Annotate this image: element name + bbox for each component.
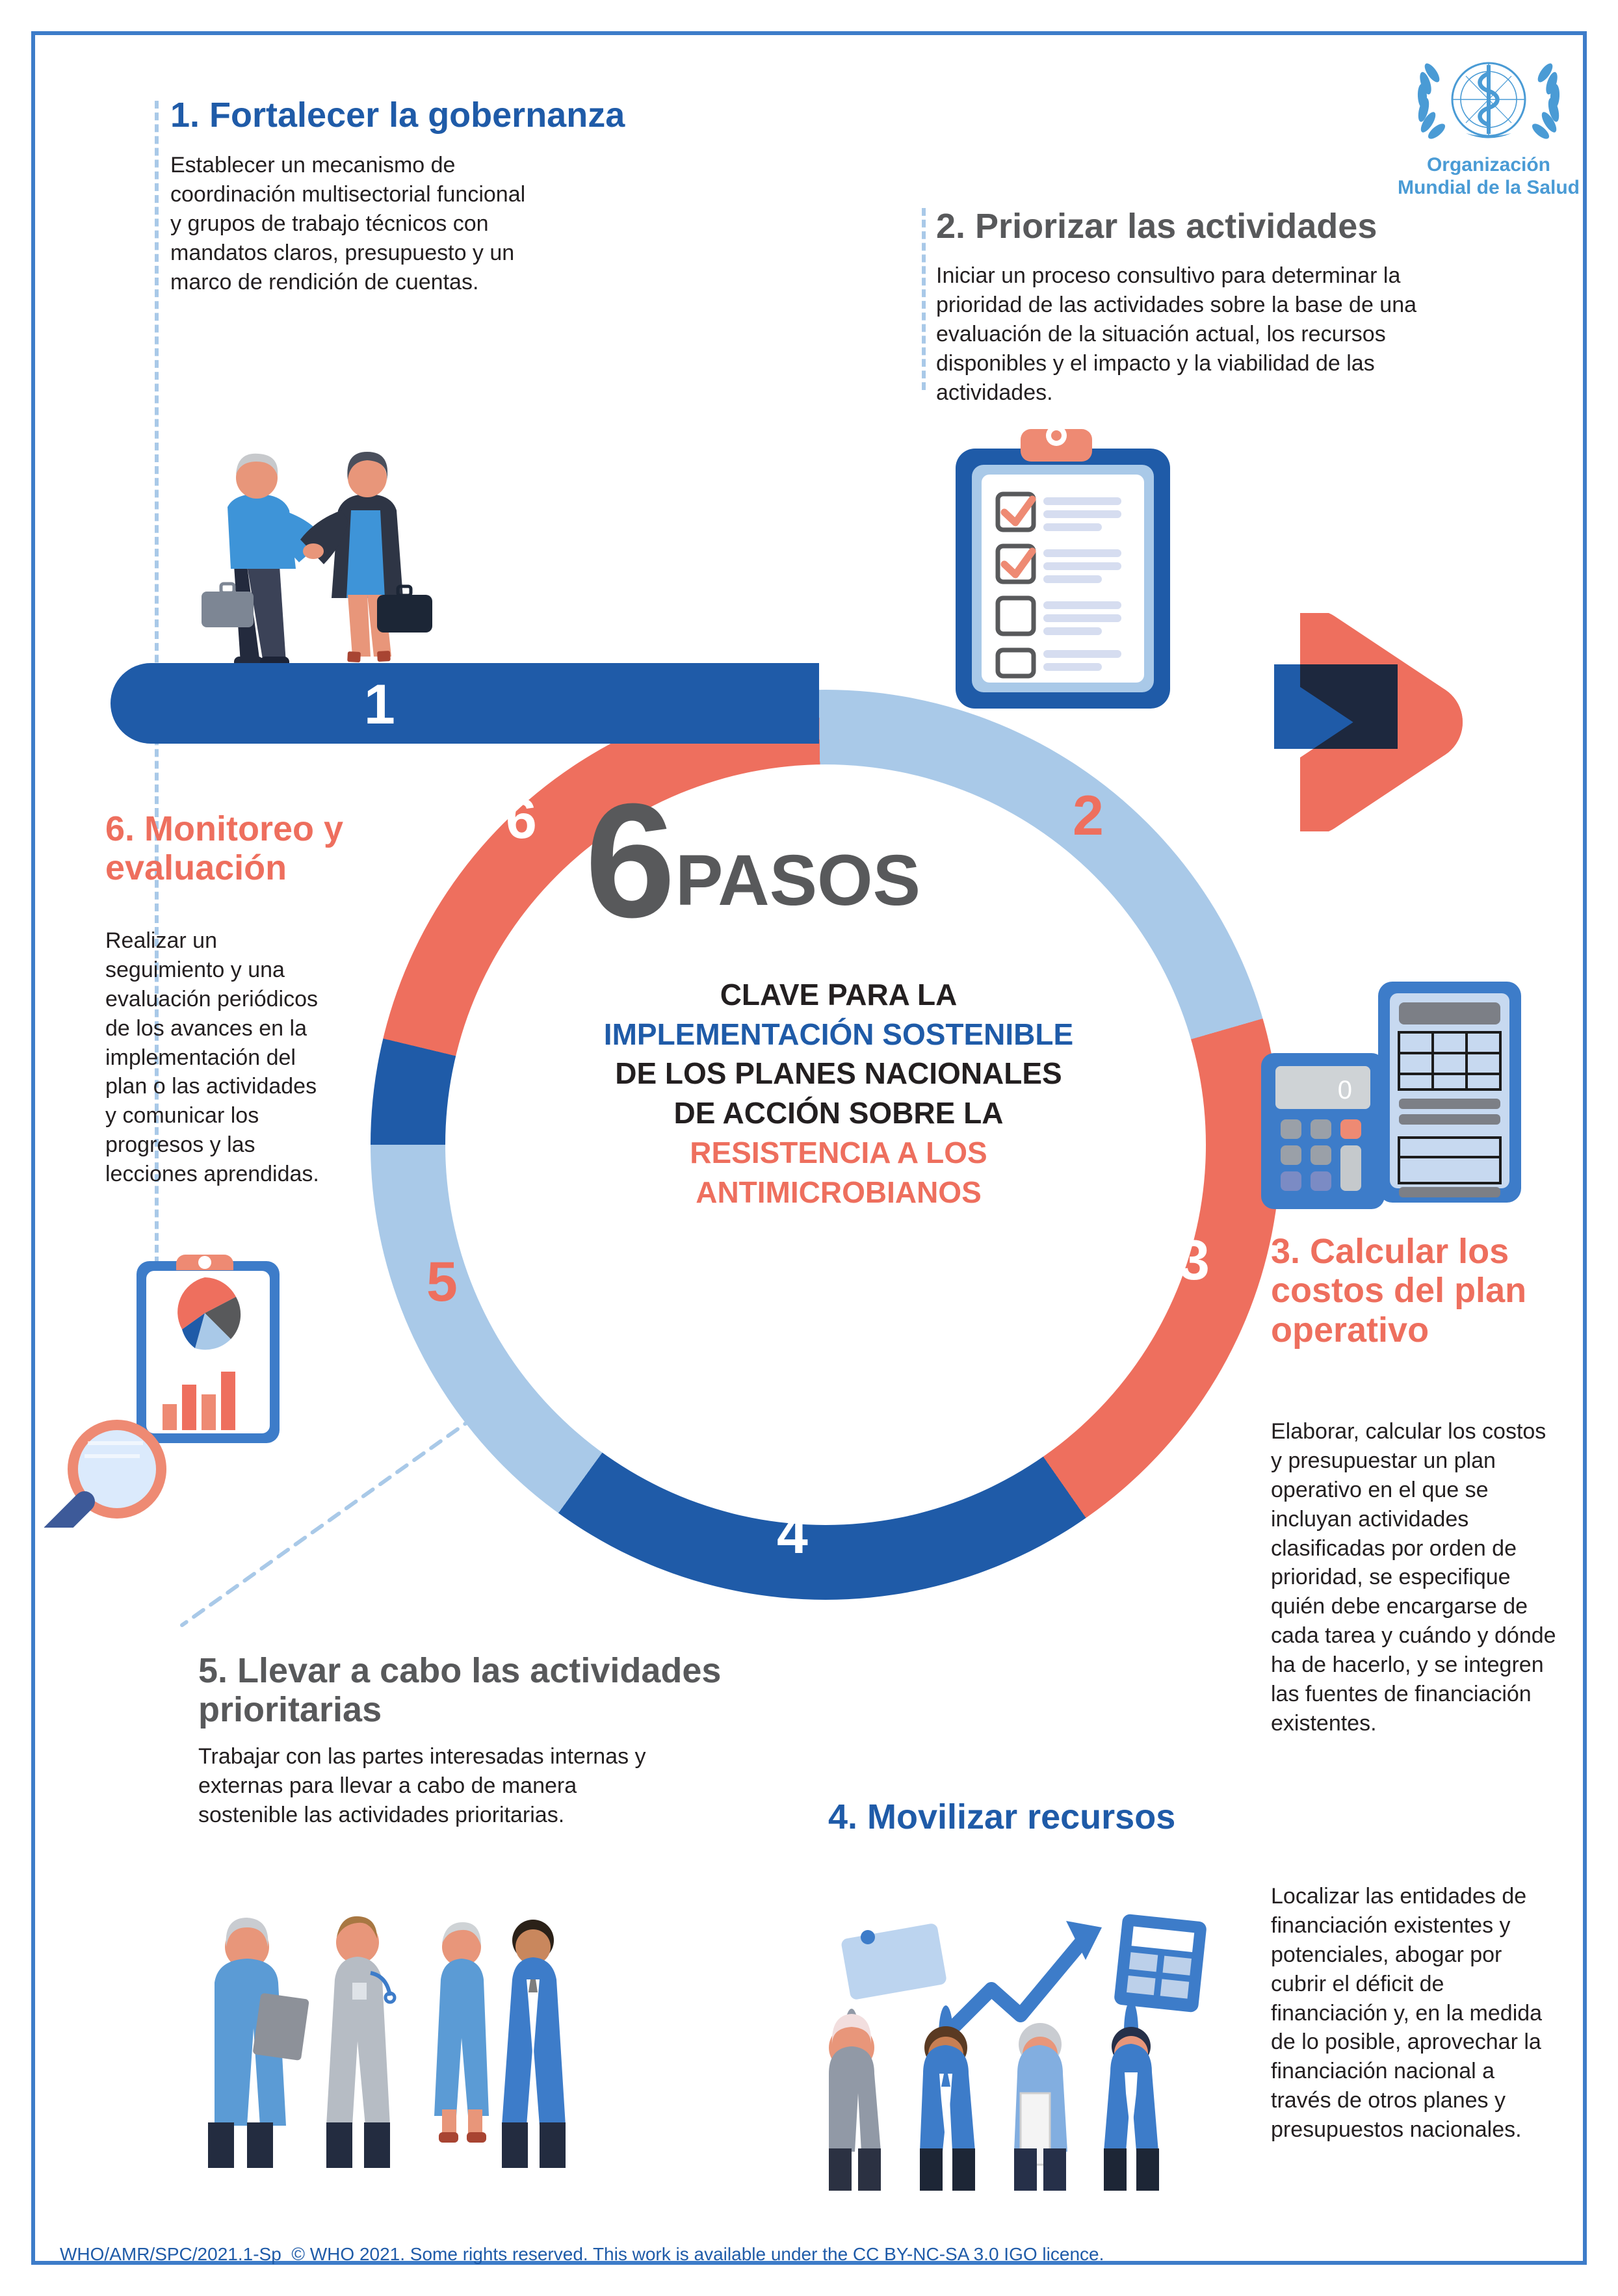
svg-text:0: 0 [1338,1076,1352,1104]
